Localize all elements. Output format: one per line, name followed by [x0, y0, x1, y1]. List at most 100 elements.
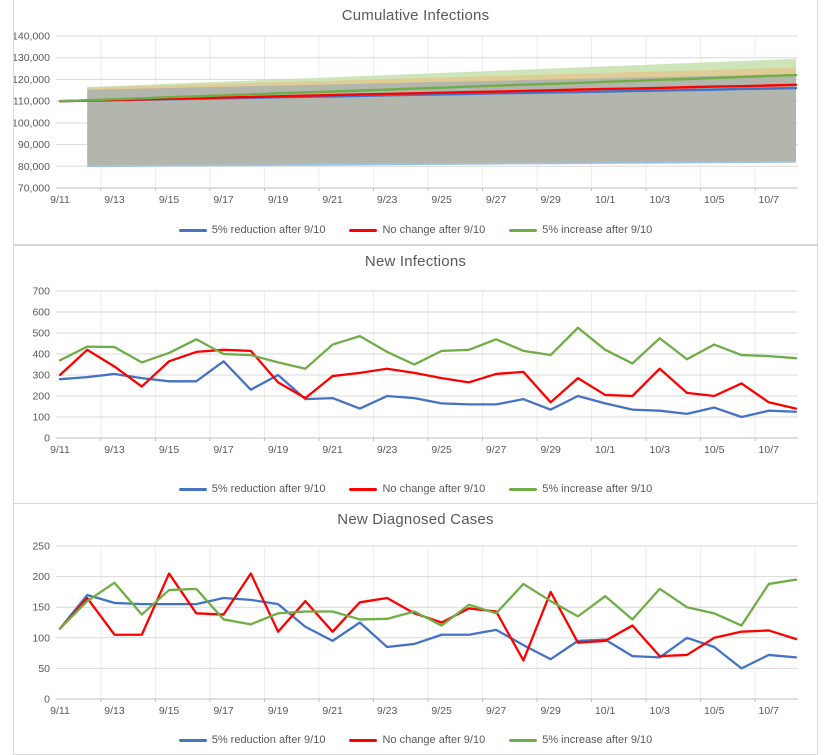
x-axis-tick-label: 9/21: [322, 194, 343, 206]
legend-line-swatch-red: [349, 738, 378, 742]
chart-title-cumulative-infections: Cumulative Infections: [341, 7, 490, 24]
y-axis-tick-label: 100: [32, 632, 50, 644]
y-axis-tick-label: 600: [32, 307, 50, 319]
y-axis-tick-label: 300: [32, 370, 50, 382]
chart-legend: 5% reduction after 9/10 No change after …: [14, 734, 817, 746]
series-line-5-increase-after-9-10: [58, 578, 798, 630]
y-axis-tick-label: 120,000: [14, 74, 50, 86]
chart-panel-cumulative-infections: 70,000 80,000 90,000 100,000 110,000 120,000 1…: [13, 0, 818, 245]
x-axis-tick-label: 10/5: [704, 194, 725, 206]
series-line-5-increase-after-9-10: [58, 326, 798, 370]
x-axis-tick-label: 10/5: [704, 705, 725, 717]
y-axis-tick-label: 0: [44, 694, 50, 706]
legend-item-5pct-increase: 5% increase after 9/10: [509, 224, 652, 236]
x-axis-tick-label: 9/23: [377, 194, 398, 206]
x-axis-tick-label: 10/7: [759, 444, 780, 456]
x-axis-tick-label: 9/15: [159, 705, 180, 717]
y-axis-tick-label: 90,000: [18, 139, 50, 151]
x-axis-tick-label: 9/15: [159, 194, 180, 206]
x-axis-tick-label: 10/3: [649, 705, 670, 717]
chart-panel-new-diagnosed-cases: 0 50 100 150 200 250 9/11 9/13 9/15 9/17 9/19 9/21 9…: [13, 503, 818, 755]
legend-item-5pct-increase: 5% increase after 9/10: [509, 734, 652, 746]
new-diagnosed-cases-plot: 0 50 100 150 200 250 9/11 9/13 9/15 9/17 9/19 9/21 9…: [32, 541, 798, 717]
new-infections-plot: 0 100 200 300 400 500 600 700 9/11 9/13 9/15 9/17 9/…: [32, 286, 798, 456]
x-axis-tick-label: 9/29: [540, 705, 561, 717]
y-axis-tick-label: 100: [32, 412, 50, 424]
x-axis-tick-label: 9/17: [213, 705, 234, 717]
legend-label: 5% reduction after 9/10: [211, 224, 326, 236]
y-axis-tick-label: 400: [32, 349, 50, 361]
legend-label: 5% increase after 9/10: [542, 224, 653, 236]
x-axis-tick-label: 9/13: [104, 444, 125, 456]
series-line-5-reduction-after-9-10: [58, 360, 798, 419]
x-axis-tick-label: 9/25: [431, 194, 452, 206]
x-axis-tick-label: 9/27: [486, 705, 507, 717]
chart-legend: 5% reduction after 9/10 No change after …: [14, 483, 817, 495]
legend-label: 5% increase after 9/10: [542, 734, 653, 746]
y-axis-tick-label: 100,000: [14, 117, 50, 129]
x-axis-tick-label: 10/1: [595, 194, 616, 206]
chart-panel-new-infections: 0 100 200 300 400 500 600 700 9/11 9/13 9/15 9/17 9/…: [13, 245, 818, 504]
y-axis-tick-label: 70,000: [18, 183, 50, 195]
x-axis-tick-label: 9/29: [540, 194, 561, 206]
y-axis-tick-label: 110,000: [14, 96, 50, 108]
chart-legend: 5% reduction after 9/10 No change after …: [14, 224, 817, 236]
x-axis-tick-label: 10/3: [649, 194, 670, 206]
legend-line-swatch-green: [509, 228, 538, 232]
series-line-no-change-after-9-10: [58, 83, 798, 103]
x-axis-tick-label: 9/25: [431, 705, 452, 717]
x-axis-tick-label: 9/11: [50, 705, 70, 717]
legend-line-swatch-blue: [178, 487, 207, 491]
x-axis-tick-label: 9/11: [50, 444, 70, 456]
chart-title-new-diagnosed-cases: New Diagnosed Cases: [337, 511, 494, 528]
legend-label: No change after 9/10: [382, 734, 486, 746]
x-axis-tick-label: 10/3: [649, 444, 670, 456]
legend-line-swatch-red: [349, 228, 378, 232]
legend-line-swatch-red: [349, 487, 378, 491]
series-line-no-change-after-9-10: [58, 348, 798, 410]
x-axis-tick-label: 9/11: [50, 194, 70, 206]
y-axis-tick-label: 700: [32, 286, 50, 298]
x-axis-tick-label: 9/21: [322, 444, 343, 456]
legend-line-swatch-green: [509, 738, 538, 742]
legend-label: No change after 9/10: [382, 224, 486, 236]
x-axis-tick-label: 9/27: [486, 444, 507, 456]
x-axis-tick-label: 9/13: [104, 705, 125, 717]
legend-line-swatch-green: [509, 487, 538, 491]
y-axis-tick-label: 250: [32, 541, 50, 553]
legend-label: No change after 9/10: [382, 483, 486, 495]
x-axis-tick-label: 9/13: [104, 194, 125, 206]
x-axis-tick-label: 9/15: [159, 444, 180, 456]
legend-item-no-change: No change after 9/10: [349, 224, 485, 236]
chart-title-new-infections: New Infections: [364, 253, 467, 270]
legend-item-5pct-reduction: 5% reduction after 9/10: [178, 224, 326, 236]
legend-item-5pct-reduction: 5% reduction after 9/10: [178, 734, 326, 746]
y-axis-tick-label: 80,000: [18, 161, 50, 173]
x-axis-tick-label: 9/19: [268, 444, 289, 456]
x-axis-tick-label: 10/5: [704, 444, 725, 456]
x-axis-tick-label: 9/29: [540, 444, 561, 456]
x-axis-tick-label: 9/25: [431, 444, 452, 456]
legend-label: 5% reduction after 9/10: [211, 483, 326, 495]
series-line-5-reduction-after-9-10: [58, 593, 798, 670]
x-axis-tick-label: 9/19: [268, 194, 289, 206]
x-axis-tick-label: 10/7: [759, 194, 780, 206]
x-axis-tick-label: 10/7: [759, 705, 780, 717]
legend-item-no-change: No change after 9/10: [349, 734, 485, 746]
y-axis-tick-label: 500: [32, 328, 50, 340]
x-axis-tick-label: 10/1: [595, 705, 616, 717]
y-axis-tick-label: 130,000: [14, 52, 50, 64]
cumulative-infections-plot: 70,000 80,000 90,000 100,000 110,000 120,000 1…: [14, 31, 798, 206]
y-axis-tick-label: 150: [32, 602, 50, 614]
legend-item-no-change: No change after 9/10: [349, 483, 485, 495]
x-axis-tick-label: 9/17: [213, 194, 234, 206]
x-axis-tick-label: 9/19: [268, 705, 289, 717]
legend-label: 5% reduction after 9/10: [211, 734, 326, 746]
series-line-5-increase-after-9-10: [58, 73, 798, 103]
legend-line-swatch-blue: [178, 738, 207, 742]
x-axis-tick-label: 9/23: [377, 444, 398, 456]
legend-line-swatch-blue: [178, 228, 207, 232]
y-axis-tick-label: 140,000: [14, 31, 50, 43]
x-axis-tick-label: 9/17: [213, 444, 234, 456]
